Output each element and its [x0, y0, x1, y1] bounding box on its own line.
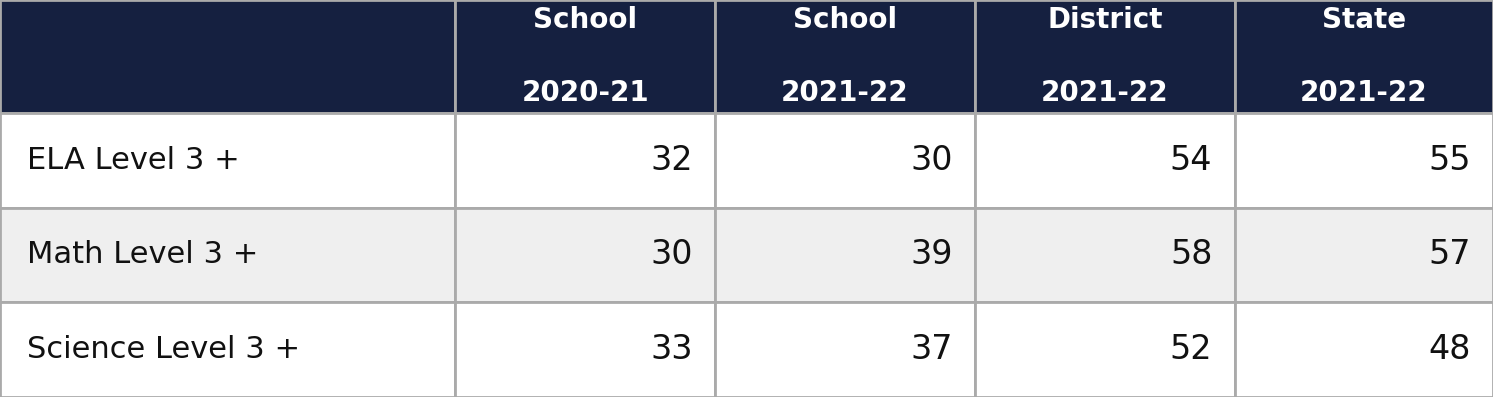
Bar	[975, 0, 1235, 113]
Bar	[0, 302, 455, 397]
Bar	[715, 208, 975, 302]
Bar	[0, 208, 455, 302]
Text: District

2021-22: District 2021-22	[1041, 6, 1169, 107]
Bar	[975, 113, 1235, 208]
Text: School

2021-22: School 2021-22	[781, 6, 909, 107]
Text: 30: 30	[651, 238, 693, 272]
Bar	[975, 302, 1235, 397]
Bar	[0, 113, 455, 208]
Bar	[975, 208, 1235, 302]
Bar	[715, 0, 975, 113]
Bar	[0, 0, 455, 113]
Bar	[715, 302, 975, 397]
Text: 57: 57	[1429, 238, 1471, 272]
Text: 52: 52	[1169, 333, 1212, 366]
Bar	[455, 113, 715, 208]
Text: State

2021-22: State 2021-22	[1300, 6, 1427, 107]
Text: 32: 32	[649, 144, 693, 177]
Text: 58: 58	[1171, 238, 1212, 272]
Text: 33: 33	[651, 333, 693, 366]
Bar	[455, 0, 715, 113]
Bar	[715, 113, 975, 208]
Text: 54: 54	[1171, 144, 1212, 177]
Text: 55: 55	[1429, 144, 1471, 177]
Text: 37: 37	[911, 333, 953, 366]
Text: 39: 39	[911, 238, 953, 272]
Text: Math Level 3 +: Math Level 3 +	[27, 240, 258, 270]
Bar	[1235, 302, 1493, 397]
Text: School

2020-21: School 2020-21	[521, 6, 649, 107]
Bar	[1235, 208, 1493, 302]
Bar	[1235, 0, 1493, 113]
Bar	[455, 208, 715, 302]
Text: Science Level 3 +: Science Level 3 +	[27, 335, 300, 364]
Text: 48: 48	[1429, 333, 1471, 366]
Bar	[455, 302, 715, 397]
Text: 30: 30	[911, 144, 953, 177]
Text: ELA Level 3 +: ELA Level 3 +	[27, 146, 239, 175]
Bar	[1235, 113, 1493, 208]
